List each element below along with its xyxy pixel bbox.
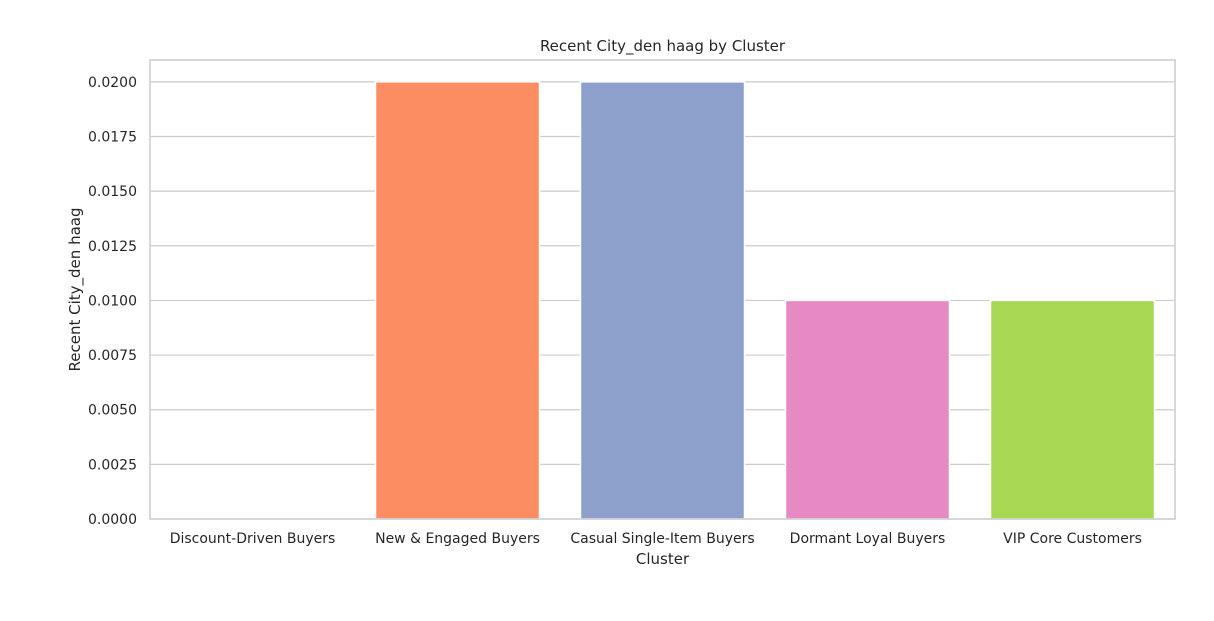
y-tick-label: 0.0125 (88, 239, 137, 255)
chart-title: Recent City_den haag by Cluster (540, 37, 786, 56)
y-tick-label: 0.0200 (88, 75, 137, 91)
y-tick-labels: 0.0000 0.0025 0.0050 0.0075 0.0100 0.0125 0.01… (88, 75, 137, 528)
x-tick-label: Dormant Loyal Buyers (790, 531, 946, 547)
x-tick-label: VIP Core Customers (1003, 531, 1142, 547)
y-tick-label: 0.0150 (88, 184, 137, 200)
x-tick-label: Casual Single-Item Buyers (570, 531, 754, 547)
plot-frame (149, 59, 1176, 520)
y-tick-label: 0.0050 (88, 403, 137, 419)
x-tick-label: Discount-Driven Buyers (170, 531, 336, 547)
x-tick-label: New & Engaged Buyers (375, 531, 540, 547)
bar (989, 299, 1156, 520)
y-tick-label: 0.0100 (88, 293, 137, 309)
y-tick-label: 0.0000 (88, 512, 137, 528)
y-tick-label: 0.0025 (88, 457, 137, 473)
y-tick-label: 0.0075 (88, 348, 137, 364)
y-axis-label: Recent City_den haag (66, 208, 85, 372)
bar (374, 81, 541, 520)
x-tick-labels: Discount-Driven Buyers New & Engaged Buye… (170, 531, 1142, 547)
y-tick-label: 0.0175 (88, 130, 137, 146)
x-axis-label: Cluster (636, 550, 690, 568)
bars (374, 81, 1156, 520)
bar (784, 299, 951, 520)
bar (579, 81, 746, 520)
